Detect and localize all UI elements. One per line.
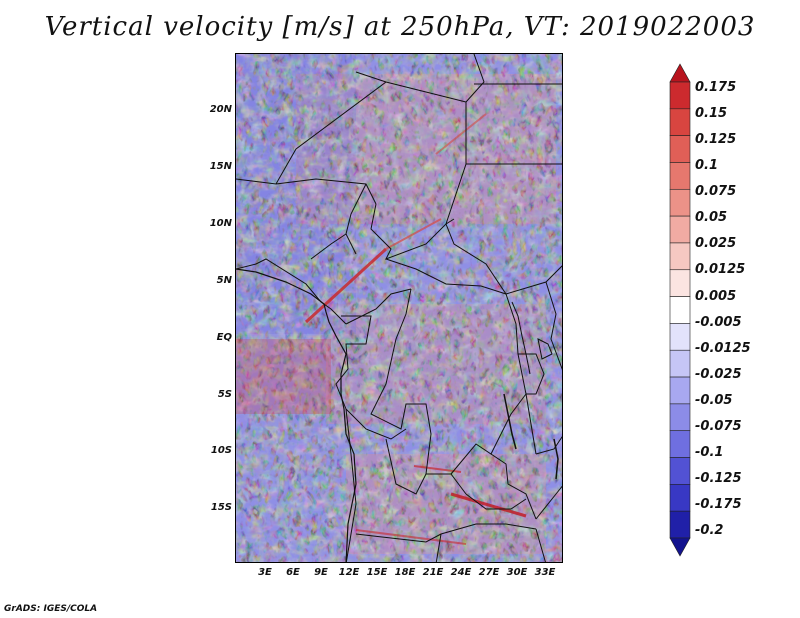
colorbar-label: 0.075 [695,184,737,199]
colorbar-segment [669,135,691,163]
lon-tick-label: 3E [258,567,272,578]
colorbar-label: -0.025 [695,367,742,382]
colorbar-segment [669,108,691,136]
lon-tick-label: 21E [422,567,444,578]
lake-outline [511,301,531,375]
field-patch [236,339,331,414]
colorbar-segment [669,242,691,271]
colorbar-segment [669,296,691,324]
positive-band [435,113,487,155]
lat-tick-label: 15N [209,161,232,172]
colorbar-segment [669,403,691,432]
lon-tick-label: 9E [314,567,328,578]
lake-victoria-outline [537,338,553,360]
positive-band [450,492,527,518]
colorbar-segment [669,376,691,405]
country-boundaries [236,54,562,562]
colorbar-segment [669,323,691,351]
colorbar-segment [669,162,691,190]
colorbar-label: -0.125 [695,471,742,486]
colorbar-label: -0.005 [695,315,742,330]
plot-title: Vertical velocity [m/s] at 250hPa, VT: 2… [44,12,756,42]
positive-band [304,247,388,324]
lon-tick-label: 33E [534,567,556,578]
lake-malawi-outline [553,438,559,480]
lat-tick-label: 5N [216,275,232,286]
vertical-velocity-map [235,53,563,563]
lon-tick-label: 27E [478,567,500,578]
lon-tick-label: 12E [338,567,360,578]
colorbar-segment [669,188,691,217]
lat-tick-label: EQ [216,332,232,343]
lake-tanganyika-outline [503,393,517,450]
field-noise-neutral [236,54,562,562]
colorbar-label: -0.05 [695,393,733,408]
positive-band [385,218,442,250]
colorbar-label: 0.15 [695,106,728,121]
colorbar-segment [669,349,691,378]
lat-tick-label: 15S [210,502,232,513]
colorbar-segment [669,457,691,485]
colorbar-segment [669,81,691,110]
colorbar-label: 0.1 [695,158,719,173]
positive-band [355,529,467,545]
colorbar-segment [669,215,691,244]
lon-tick-label: 6E [286,567,300,578]
lat-tick-label: 10S [210,445,232,456]
lat-tick-label: 20N [209,104,232,115]
coastline [236,268,357,562]
colorbar-label: -0.1 [695,445,724,460]
lon-tick-label: 24E [450,567,472,578]
lat-tick-label: 10N [209,218,232,229]
map-canvas [236,54,562,562]
footer-credit: GrADS: IGES/COLA [4,604,98,614]
colorbar-label: 0.025 [695,236,737,251]
colorbar-label: -0.175 [695,497,742,512]
colorbar-segment [669,269,691,297]
colorbar-segment [669,510,691,539]
colorbar-label: -0.2 [695,523,724,538]
colorbar-label: 0.05 [695,210,728,225]
colorbar-label: -0.075 [695,419,742,434]
lat-tick-label: 5S [217,389,232,400]
colorbar-segment [669,484,691,512]
colorbar-segment [669,430,691,458]
colorbar-label: -0.0125 [695,341,751,356]
colorbar [669,63,691,557]
colorbar-max-arrow [669,63,691,83]
colorbar-label: 0.0125 [695,262,746,277]
lon-tick-label: 30E [506,567,528,578]
colorbar-label: 0.005 [695,289,737,304]
lon-tick-label: 15E [366,567,388,578]
lon-tick-label: 18E [394,567,416,578]
colorbar-label: 0.125 [695,132,737,147]
colorbar-min-arrow [669,537,691,557]
colorbar-label: 0.175 [695,80,737,95]
